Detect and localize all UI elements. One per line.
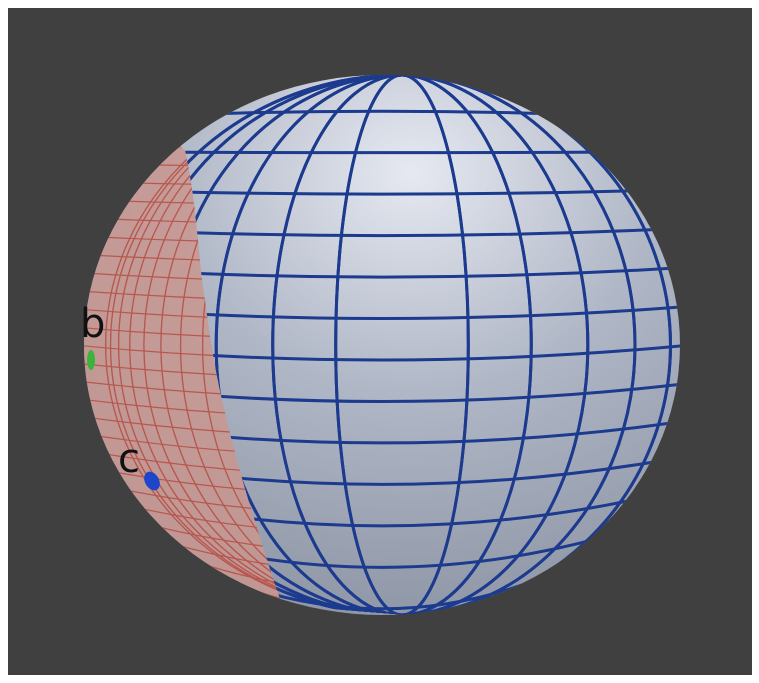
pink-grid-line — [98, 452, 282, 477]
point-c-marker — [144, 471, 160, 491]
blue-grid-line — [214, 75, 590, 615]
blue-grid-line — [185, 266, 678, 279]
point-b-marker — [87, 350, 95, 370]
blue-grid-line — [271, 75, 533, 615]
pink-grid-line — [84, 362, 282, 380]
pink-grid-line — [129, 75, 282, 615]
blue-region — [185, 75, 680, 615]
pink-grid-line — [84, 416, 282, 438]
blue-grid-line — [185, 75, 637, 615]
pink-grid-line — [119, 200, 282, 206]
pink-grid-line — [143, 75, 282, 615]
blue-grid-line — [218, 109, 546, 116]
blue-grid-line — [185, 189, 637, 196]
pink-grid-line — [133, 506, 282, 535]
pink-grid-line — [160, 75, 282, 615]
blue-grid-line — [185, 382, 680, 403]
blue-grid-line — [185, 343, 680, 362]
pink-grid-line — [105, 75, 282, 615]
blue-grid-line — [185, 420, 678, 445]
blue-grid-line — [185, 150, 601, 155]
blue-grid — [185, 75, 680, 615]
pink-grid-line — [84, 380, 282, 400]
blue-grid-line — [185, 304, 680, 321]
blue-grid-line — [185, 227, 662, 238]
pink-grid-line — [108, 218, 282, 226]
pink-grid-line — [179, 75, 282, 615]
pink-grid-line — [109, 75, 282, 615]
pink-grid-line — [117, 75, 282, 615]
pink-grid-line — [193, 560, 282, 593]
blue-grid-line — [185, 75, 672, 615]
point-label: b — [80, 301, 105, 347]
pink-grid-line — [91, 254, 282, 264]
pink-grid-line — [90, 434, 282, 458]
blue-grid-line — [185, 459, 662, 486]
pink-grid-line — [84, 344, 282, 361]
pink-grid-line — [119, 488, 282, 516]
pink-grid-line — [108, 470, 282, 497]
pink-grid-line — [149, 524, 282, 555]
pink-grid-line — [98, 236, 282, 245]
blue-grid-line — [334, 75, 470, 615]
pink-grid-line — [201, 75, 282, 615]
pink-grid-line — [84, 398, 282, 419]
point-label: c — [118, 436, 140, 482]
